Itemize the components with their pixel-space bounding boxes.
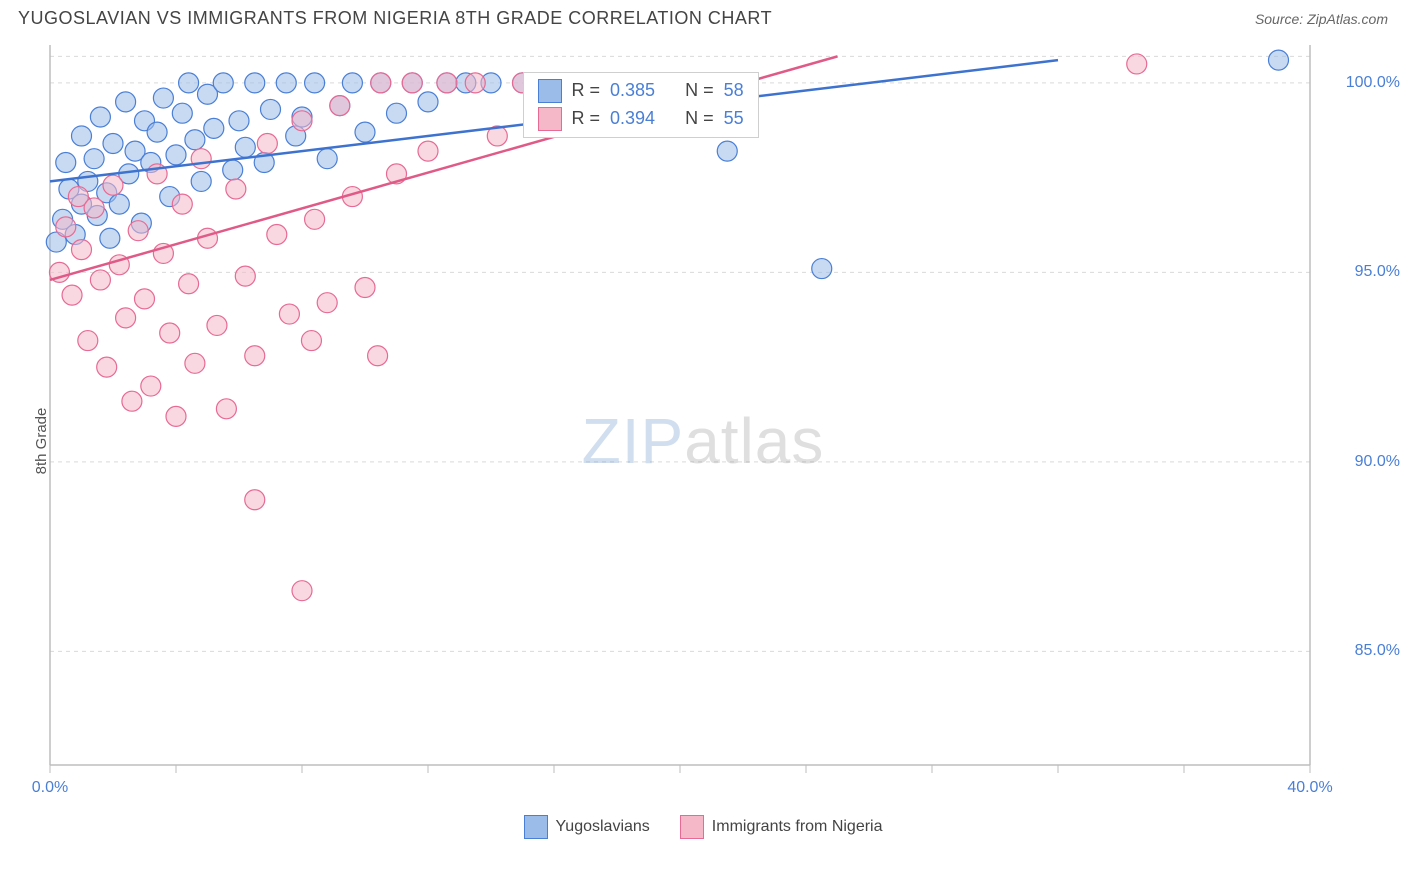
chart-title: YUGOSLAVIAN VS IMMIGRANTS FROM NIGERIA 8… [18, 8, 772, 29]
x-axis-tick-labels: 0.0%40.0% [40, 779, 1400, 805]
stat-row: R =0.385 N =58 [538, 79, 744, 103]
legend-label: Yugoslavians [556, 818, 650, 836]
legend-swatch [524, 815, 548, 839]
legend-label: Immigrants from Nigeria [712, 818, 883, 836]
source-attribution: Source: ZipAtlas.com [1255, 11, 1388, 27]
stat-swatch [538, 79, 562, 103]
y-tick-label: 85.0% [1355, 642, 1400, 660]
legend: Yugoslavians Immigrants from Nigeria [0, 807, 1406, 847]
correlation-stats-box: R =0.385 N =58 R =0.394 N =55 [523, 72, 759, 138]
chart-area: 8th Grade ZIPatlas R =0.385 N =58R =0.39… [0, 35, 1406, 847]
x-tick-label: 0.0% [32, 779, 68, 797]
stat-row: R =0.394 N =55 [538, 107, 744, 131]
y-tick-label: 100.0% [1346, 74, 1400, 92]
stat-swatch [538, 107, 562, 131]
y-axis-tick-labels: 85.0% 90.0% 95.0% 100.0% [1330, 35, 1400, 805]
x-tick-label: 40.0% [1287, 779, 1332, 797]
legend-item: Yugoslavians [524, 815, 650, 839]
y-tick-label: 90.0% [1355, 453, 1400, 471]
y-tick-label: 95.0% [1355, 263, 1400, 281]
legend-swatch [680, 815, 704, 839]
scatter-plot [40, 35, 1400, 805]
legend-item: Immigrants from Nigeria [680, 815, 883, 839]
